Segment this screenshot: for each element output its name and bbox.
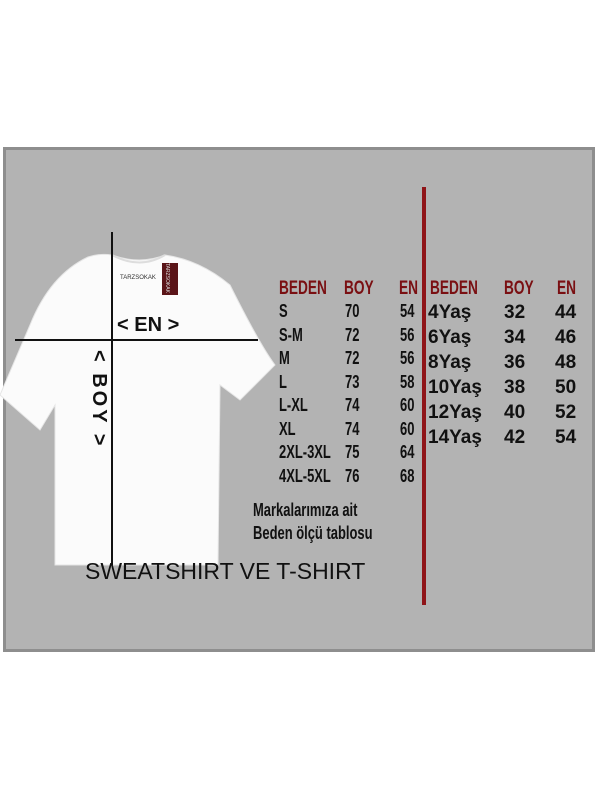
adult-row-3-col-1: 73: [345, 371, 360, 392]
note-line-2: Beden ölçü tablosu: [253, 523, 373, 543]
adult-header-boy: BOY: [344, 278, 374, 299]
adult-row-5-col-2: 60: [400, 418, 415, 439]
kids-row-5-col-0: 14Yaş: [428, 427, 482, 448]
kids-row-5-col-2: 54: [555, 427, 577, 448]
adult-row-5-col-1: 74: [345, 418, 360, 439]
adult-header-beden: BEDEN: [279, 278, 327, 299]
adult-row-3-col-0: L: [279, 371, 287, 392]
note-line-1: Markalarımıza ait: [253, 500, 358, 520]
adult-row-2-col-1: 72: [345, 348, 360, 368]
adult-row-7-col-2: 68: [400, 465, 415, 486]
kids-row-1-col-0: 6Yaş: [428, 327, 472, 348]
adult-row-4-col-2: 60: [400, 395, 415, 415]
adult-row-0-col-1: 70: [345, 301, 360, 321]
brand-label: TARZSOKAK: [120, 275, 156, 281]
adult-header-en: EN: [399, 278, 419, 299]
kids-row-3-col-2: 50: [555, 377, 577, 398]
adult-row-3-col-2: 58: [400, 371, 415, 392]
kids-row-0-col-0: 4Yaş: [428, 302, 472, 323]
adult-row-0-col-2: 54: [400, 301, 415, 321]
en-width-label: < EN >: [117, 314, 180, 336]
kids-row-3-col-0: 10Yaş: [428, 377, 482, 398]
kids-header-beden: BEDEN: [430, 278, 478, 299]
kids-row-2-col-0: 8Yaş: [428, 352, 472, 373]
product-title: SWEATSHIRT VE T-SHIRT: [85, 558, 366, 584]
kids-row-1-col-1: 34: [504, 327, 526, 348]
adult-row-1-col-2: 56: [400, 324, 415, 345]
kids-row-2-col-2: 48: [555, 352, 577, 373]
adult-row-2-col-2: 56: [400, 348, 415, 368]
kids-header-boy: BOY: [504, 278, 534, 299]
adult-row-4-col-0: L-XL: [279, 395, 308, 415]
kids-row-3-col-1: 38: [504, 377, 526, 398]
kids-row-5-col-1: 42: [504, 427, 526, 448]
hang-tag: TARZSOKAK: [164, 263, 170, 293]
hang-tag-icon: [162, 263, 178, 295]
adult-row-1-col-1: 72: [345, 324, 360, 345]
adult-row-1-col-0: S-M: [279, 324, 303, 345]
kids-row-2-col-1: 36: [504, 352, 526, 373]
adult-row-5-col-0: XL: [279, 418, 296, 439]
kids-row-1-col-2: 46: [555, 327, 577, 348]
adult-row-0-col-0: S: [279, 301, 288, 321]
kids-row-0-col-2: 44: [555, 302, 577, 323]
boy-length-label: < BOY >: [88, 350, 110, 449]
kids-header-en: EN: [557, 278, 577, 299]
kids-row-0-col-1: 32: [504, 302, 526, 323]
adult-row-7-col-0: 4XL-5XL: [279, 465, 331, 486]
kids-row-4-col-1: 40: [504, 402, 526, 423]
adult-row-6-col-1: 75: [345, 442, 360, 462]
adult-row-4-col-1: 74: [345, 395, 360, 415]
tshirt-illustration: TARZSOKAK: [0, 232, 276, 566]
adult-row-2-col-0: M: [279, 348, 290, 368]
adult-row-6-col-2: 64: [400, 442, 415, 462]
table-divider: [422, 187, 426, 605]
adult-row-7-col-1: 76: [345, 465, 360, 486]
kids-row-4-col-0: 12Yaş: [428, 402, 482, 423]
kids-row-4-col-2: 52: [555, 402, 577, 423]
adult-row-6-col-0: 2XL-3XL: [279, 442, 331, 462]
